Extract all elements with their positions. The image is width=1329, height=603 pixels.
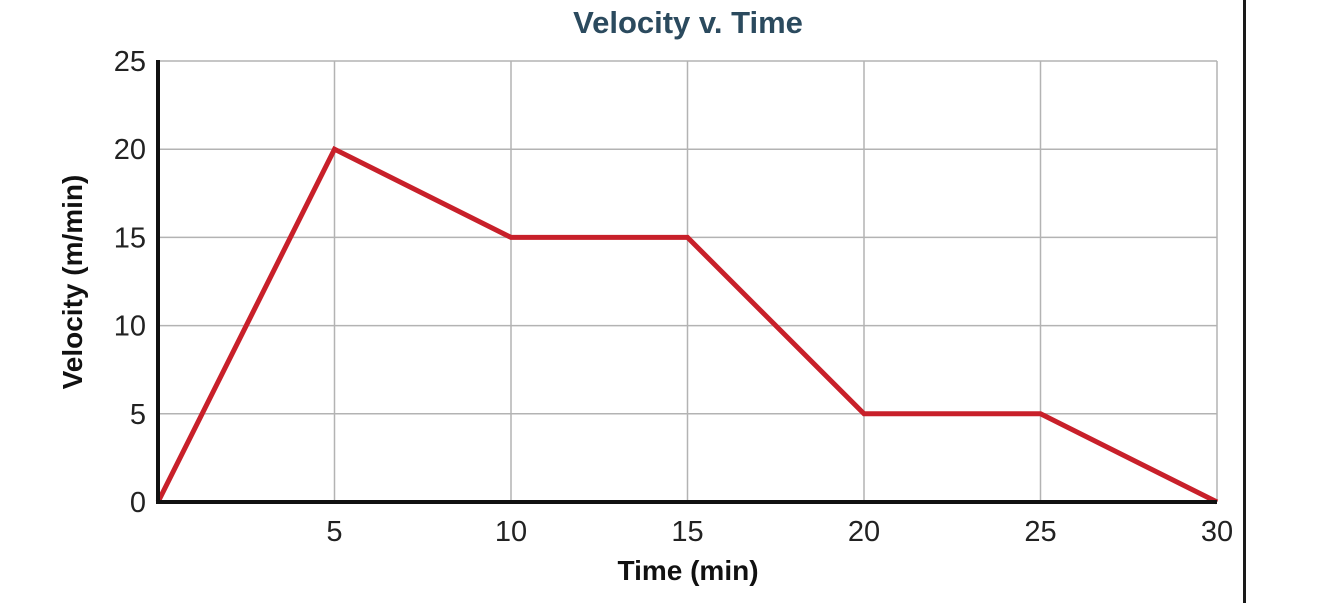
axes — [156, 60, 1217, 504]
tick-labels: 0 5 10 15 20 25 5 10 15 20 25 30 — [114, 46, 1233, 548]
y-tick-label: 20 — [114, 134, 146, 166]
grid — [158, 60, 1218, 502]
y-tick-label: 10 — [114, 311, 146, 343]
x-tick-label: 20 — [848, 516, 880, 548]
y-tick-label: 25 — [114, 46, 146, 78]
x-tick-label: 10 — [495, 516, 527, 548]
y-tick-label: 15 — [114, 222, 146, 254]
x-tick-label: 5 — [326, 516, 342, 548]
chart-title: Velocity v. Time — [573, 5, 803, 40]
y-tick-label: 5 — [130, 399, 146, 431]
y-tick-label: 0 — [130, 487, 146, 519]
x-axis-label: Time (min) — [617, 555, 758, 586]
x-tick-label: 30 — [1201, 516, 1233, 548]
right-border-line — [1243, 0, 1246, 603]
x-tick-label: 25 — [1024, 516, 1056, 548]
x-tick-label: 15 — [671, 516, 703, 548]
y-axis-label: Velocity (m/min) — [57, 175, 88, 390]
